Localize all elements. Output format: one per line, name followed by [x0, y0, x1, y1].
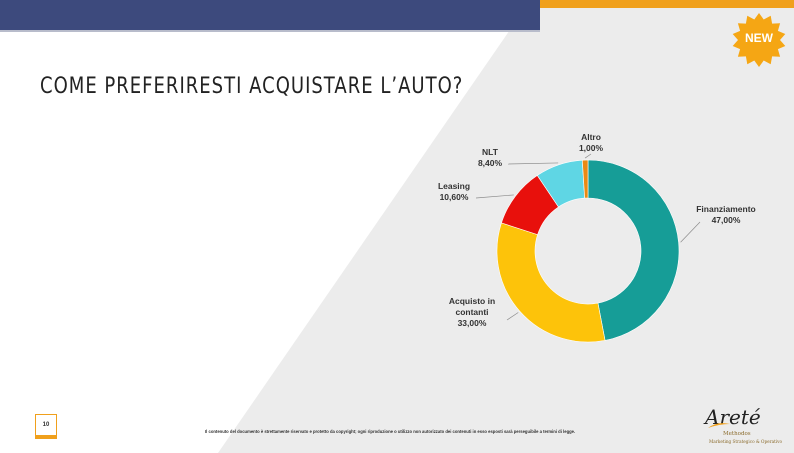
leader-line	[680, 221, 701, 243]
copyright-note: Il contenuto del documento è strettament…	[205, 429, 576, 434]
starburst-icon	[732, 13, 786, 67]
arete-logo: Areté Methodos Marketing Strategico & Op…	[705, 405, 785, 447]
header-bar	[0, 0, 540, 30]
new-badge-label: NEW	[745, 31, 773, 45]
logo-subtitle: Methodos	[723, 431, 751, 437]
header-accent-bar	[540, 0, 794, 8]
slide-title: COME PREFERIRESTI ACQUISTARE L’AUTO?	[40, 74, 464, 99]
slice-finanziamento	[587, 159, 680, 341]
logo-swoosh-icon	[708, 423, 730, 428]
leader-line	[506, 312, 519, 321]
new-badge: NEW	[731, 12, 787, 68]
page-number-accent	[35, 436, 57, 439]
logo-tagline: Marketing Strategico & Operativo	[709, 439, 783, 444]
data-label-finanziamento: Finanziamento 47,00%	[696, 204, 756, 225]
page-number: 10	[35, 414, 57, 436]
slice-acquisto-in-contanti	[496, 222, 606, 343]
leader-line	[584, 153, 592, 159]
slice-altro	[581, 159, 589, 199]
data-label-nlt: NLT 8,40%	[478, 147, 503, 168]
leader-line	[475, 194, 514, 199]
data-label-acquisto-in-contanti: Acquisto in contanti 33,00%	[449, 296, 495, 328]
header-underline	[0, 30, 540, 32]
leader-line	[507, 162, 559, 165]
data-label-altro: Altro 1,00%	[579, 132, 604, 153]
data-label-leasing: Leasing 10,60%	[438, 181, 470, 202]
